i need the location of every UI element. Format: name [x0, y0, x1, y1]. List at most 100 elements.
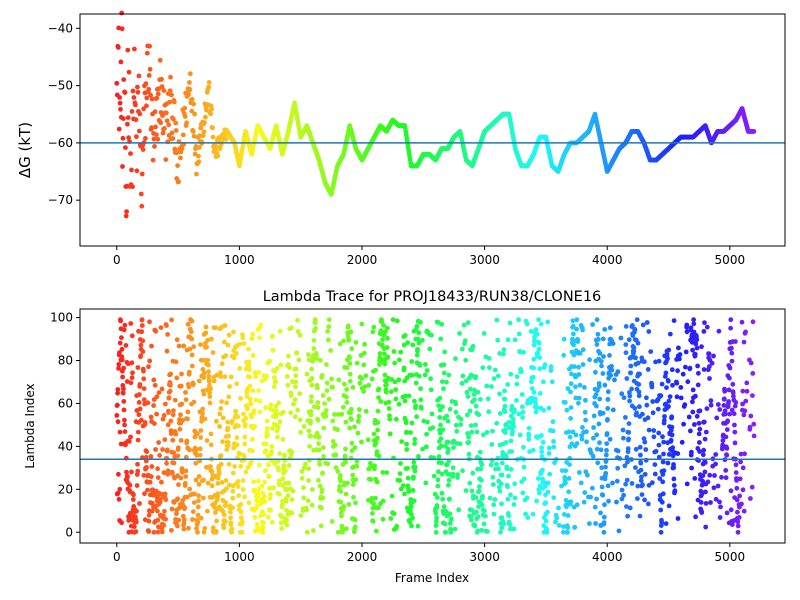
lambda-point: [476, 488, 482, 494]
lambda-point: [247, 374, 252, 380]
lambda-point: [656, 358, 662, 364]
lambda-point: [514, 374, 520, 379]
lambda-point: [548, 364, 554, 370]
lambda-point: [161, 412, 167, 418]
lambda-point: [308, 399, 314, 404]
lambda-point: [580, 327, 585, 333]
lambda-point: [626, 430, 632, 435]
lambda-point: [198, 428, 204, 433]
lambda-point: [276, 467, 281, 473]
lambda-point: [605, 397, 611, 402]
lambda-point: [223, 499, 229, 505]
lambda-point: [393, 387, 399, 392]
delta-g-point: [144, 103, 149, 109]
delta-g-point: [149, 96, 155, 102]
lambda-point: [670, 382, 675, 388]
lambda-point: [680, 371, 686, 377]
lambda-point: [310, 487, 315, 492]
lambda-point: [742, 408, 748, 414]
lambda-point: [252, 370, 258, 375]
lambda-point: [750, 371, 756, 376]
lambda-point: [388, 516, 394, 521]
lambda-point: [489, 442, 495, 447]
lambda-point: [214, 518, 220, 524]
lambda-point: [163, 401, 168, 407]
lambda-point: [595, 388, 600, 393]
lambda-point: [191, 381, 196, 387]
lambda-point: [660, 434, 665, 440]
lambda-point: [319, 487, 325, 493]
lambda-point: [720, 438, 726, 443]
lambda-point: [531, 342, 537, 348]
lambda-point: [626, 421, 632, 426]
lambda-point: [356, 413, 362, 419]
lambda-point: [692, 422, 697, 427]
lambda-point: [691, 321, 697, 327]
lambda-point: [734, 478, 739, 483]
lambda-point: [463, 357, 469, 363]
lambda-point: [355, 430, 361, 436]
lambda-point: [688, 428, 693, 434]
lambda-point: [459, 381, 465, 386]
lambda-point: [623, 415, 628, 420]
lambda-point: [659, 520, 665, 525]
lambda-point: [382, 361, 388, 367]
lambda-point: [404, 441, 409, 447]
lambda-point: [696, 431, 702, 437]
delta-g-point: [126, 69, 132, 75]
lambda-point: [156, 440, 162, 445]
lambda-point: [409, 523, 414, 529]
lambda-point: [684, 322, 690, 328]
lambda-point: [217, 424, 223, 429]
lambda-point: [165, 468, 171, 474]
lambda-point: [408, 430, 413, 435]
delta-g-point: [144, 95, 150, 101]
lambda-point: [203, 324, 209, 330]
lambda-point: [703, 501, 709, 506]
lambda-point: [434, 515, 439, 521]
lambda-point: [501, 347, 507, 353]
lambda-point: [750, 319, 756, 325]
delta-g-point: [176, 179, 182, 185]
lambda-point: [423, 362, 428, 367]
lambda-point: [164, 323, 169, 328]
lambda-point: [151, 377, 157, 383]
lambda-point: [658, 393, 664, 399]
lambda-point: [439, 379, 445, 384]
lambda-point: [163, 497, 169, 503]
lambda-point: [379, 319, 384, 325]
lambda-point: [594, 403, 599, 409]
lambda-point: [445, 418, 451, 424]
lambda-point: [147, 479, 153, 485]
lambda-point: [344, 400, 350, 405]
delta-g-point: [137, 111, 143, 117]
lambda-point: [706, 351, 712, 357]
lambda-point: [568, 405, 574, 410]
lambda-point: [639, 474, 644, 480]
lambda-point: [404, 447, 410, 452]
delta-g-point: [115, 45, 121, 50]
lambda-point: [255, 503, 260, 509]
lambda-point: [422, 372, 428, 378]
lambda-point: [408, 504, 414, 509]
lambda-point: [447, 511, 453, 517]
lambda-point: [544, 529, 550, 535]
lambda-point: [592, 504, 598, 510]
delta-g-point: [208, 111, 214, 117]
lambda-point: [239, 529, 245, 535]
delta-g-point: [206, 80, 212, 85]
lambda-point: [521, 476, 527, 482]
lambda-point: [349, 440, 355, 446]
lambda-point: [498, 529, 503, 535]
lambda-point: [499, 515, 505, 521]
lambda-point: [350, 482, 356, 487]
lambda-point: [615, 465, 621, 471]
lambda-point: [305, 498, 311, 503]
lambda-point: [174, 337, 180, 343]
lambda-point: [387, 416, 393, 422]
lambda-point: [701, 367, 707, 372]
delta-g-point: [172, 146, 178, 152]
lambda-point: [674, 380, 680, 386]
lambda-point: [384, 382, 389, 388]
lambda-point: [406, 393, 412, 399]
